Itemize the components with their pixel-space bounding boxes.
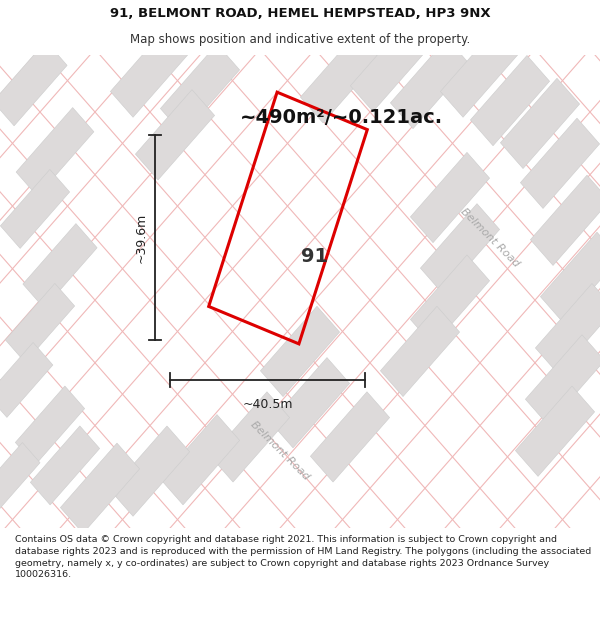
Text: Belmont Road: Belmont Road (458, 206, 521, 269)
Polygon shape (410, 152, 490, 242)
Polygon shape (421, 204, 500, 294)
Polygon shape (350, 21, 430, 111)
Polygon shape (500, 78, 580, 169)
Polygon shape (391, 38, 470, 129)
Polygon shape (260, 306, 340, 396)
Polygon shape (16, 107, 94, 196)
Polygon shape (31, 426, 100, 505)
Polygon shape (470, 56, 550, 146)
Polygon shape (16, 386, 85, 465)
Polygon shape (160, 44, 239, 134)
Polygon shape (0, 41, 67, 126)
Text: 91: 91 (301, 248, 329, 266)
Text: ~490m²/~0.121ac.: ~490m²/~0.121ac. (240, 108, 443, 127)
Polygon shape (535, 284, 600, 374)
Polygon shape (440, 27, 520, 118)
Polygon shape (271, 357, 350, 448)
Polygon shape (301, 32, 380, 123)
Polygon shape (380, 306, 460, 396)
Polygon shape (526, 335, 600, 425)
Text: 91, BELMONT ROAD, HEMEL HEMPSTEAD, HP3 9NX: 91, BELMONT ROAD, HEMEL HEMPSTEAD, HP3 9… (110, 8, 490, 20)
Polygon shape (1, 169, 70, 248)
Polygon shape (61, 443, 140, 533)
Polygon shape (0, 342, 53, 418)
Text: Map shows position and indicative extent of the property.: Map shows position and indicative extent… (130, 33, 470, 46)
Polygon shape (515, 386, 595, 476)
Polygon shape (541, 232, 600, 322)
Polygon shape (310, 392, 389, 482)
Polygon shape (23, 224, 97, 308)
Polygon shape (211, 392, 290, 482)
Polygon shape (410, 255, 490, 345)
Polygon shape (520, 118, 599, 209)
Polygon shape (5, 283, 74, 362)
Text: Contains OS data © Crown copyright and database right 2021. This information is : Contains OS data © Crown copyright and d… (15, 535, 591, 579)
Polygon shape (160, 414, 239, 505)
Polygon shape (110, 426, 190, 516)
Polygon shape (530, 175, 600, 266)
Text: ~39.6m: ~39.6m (134, 213, 148, 262)
Text: Belmont Road: Belmont Road (248, 419, 311, 482)
Polygon shape (0, 442, 40, 511)
Text: ~40.5m: ~40.5m (242, 398, 293, 411)
Polygon shape (136, 89, 215, 180)
Polygon shape (110, 27, 190, 118)
